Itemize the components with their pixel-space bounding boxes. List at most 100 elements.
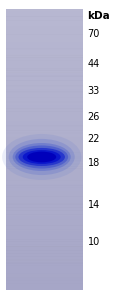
Bar xyxy=(6,283,83,284)
Bar xyxy=(6,245,83,246)
Text: 70: 70 xyxy=(88,29,100,39)
Bar xyxy=(6,65,83,66)
Bar xyxy=(6,36,83,37)
Bar xyxy=(6,47,83,48)
Bar xyxy=(6,147,83,149)
Bar xyxy=(6,264,83,266)
Bar xyxy=(6,219,83,221)
Bar xyxy=(6,79,83,80)
Bar xyxy=(6,229,83,230)
Bar xyxy=(6,48,83,49)
Bar xyxy=(6,18,83,19)
Text: 10: 10 xyxy=(88,237,100,247)
Bar xyxy=(6,86,83,88)
Bar xyxy=(6,190,83,191)
Bar xyxy=(6,173,83,175)
Bar xyxy=(6,213,83,214)
Bar xyxy=(6,198,83,199)
Bar xyxy=(6,277,83,278)
Bar xyxy=(6,70,83,71)
Bar xyxy=(6,122,83,123)
Bar xyxy=(6,171,83,172)
Bar xyxy=(6,86,83,87)
Bar xyxy=(6,28,83,30)
Ellipse shape xyxy=(27,152,56,162)
Bar xyxy=(6,243,83,244)
Bar xyxy=(6,284,83,285)
Bar xyxy=(6,125,83,126)
Bar xyxy=(6,274,83,275)
Bar xyxy=(6,99,83,100)
Bar xyxy=(6,133,83,135)
Bar xyxy=(6,210,83,211)
Bar xyxy=(6,161,83,162)
Bar xyxy=(6,247,83,248)
Bar xyxy=(6,27,83,28)
Bar xyxy=(6,55,83,56)
Bar xyxy=(6,198,83,199)
Bar xyxy=(6,229,83,230)
Bar xyxy=(6,111,83,112)
Bar xyxy=(6,168,83,169)
Text: 44: 44 xyxy=(88,59,100,69)
Bar xyxy=(6,61,83,62)
Bar xyxy=(6,175,83,176)
Bar xyxy=(6,288,83,289)
Bar xyxy=(6,257,83,258)
Bar xyxy=(6,170,83,171)
Bar xyxy=(6,49,83,50)
Bar xyxy=(6,48,83,49)
Bar xyxy=(6,261,83,262)
Bar xyxy=(6,20,83,21)
Bar xyxy=(6,57,83,59)
Bar xyxy=(6,134,83,135)
Bar xyxy=(6,123,83,124)
Bar xyxy=(6,75,83,76)
Bar xyxy=(6,287,83,288)
Bar xyxy=(6,165,83,166)
Bar xyxy=(6,112,83,113)
Bar xyxy=(6,108,83,109)
Bar xyxy=(6,21,83,22)
Bar xyxy=(6,158,83,159)
Bar xyxy=(6,34,83,35)
Bar xyxy=(6,237,83,239)
Bar xyxy=(6,49,83,50)
Bar xyxy=(6,92,83,93)
Bar xyxy=(6,172,83,173)
Bar xyxy=(6,222,83,224)
Bar xyxy=(6,187,83,188)
Bar xyxy=(6,105,83,106)
Bar xyxy=(6,251,83,253)
Bar xyxy=(6,42,83,43)
Bar xyxy=(6,149,83,150)
Bar xyxy=(6,38,83,39)
Bar xyxy=(6,176,83,177)
Bar xyxy=(6,256,83,257)
Ellipse shape xyxy=(13,143,71,171)
Bar xyxy=(6,220,83,222)
Bar xyxy=(6,59,83,60)
Bar xyxy=(6,189,83,190)
Bar xyxy=(6,182,83,183)
Text: 18: 18 xyxy=(88,158,100,168)
Ellipse shape xyxy=(23,150,61,164)
Bar xyxy=(6,214,83,215)
Bar xyxy=(6,127,83,128)
Bar xyxy=(6,262,83,263)
Bar xyxy=(6,270,83,271)
Bar xyxy=(6,131,83,133)
Bar xyxy=(6,64,83,65)
Bar xyxy=(6,196,83,197)
Bar xyxy=(6,87,83,89)
Bar xyxy=(6,55,83,56)
Bar xyxy=(6,207,83,208)
Bar xyxy=(6,281,83,283)
Bar xyxy=(6,101,83,103)
Bar xyxy=(6,266,83,267)
Ellipse shape xyxy=(15,145,68,169)
Bar xyxy=(6,57,83,58)
Bar xyxy=(6,236,83,238)
Bar xyxy=(6,230,83,231)
Bar xyxy=(6,263,83,265)
